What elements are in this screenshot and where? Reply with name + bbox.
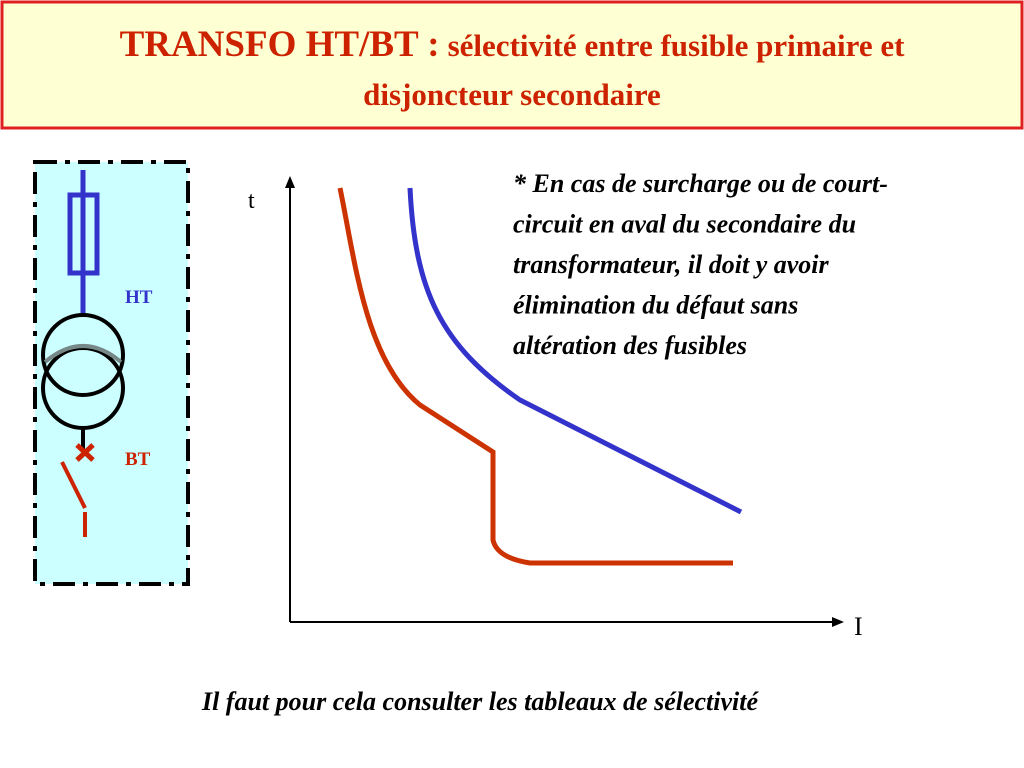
note-line: élimination du défaut sans xyxy=(513,291,798,320)
winding-arc xyxy=(43,344,123,364)
note-line: altération des fusibles xyxy=(513,331,747,360)
title-sub: sélectivité entre fusible primaire et xyxy=(448,28,905,63)
bt-label: BT xyxy=(125,449,151,470)
footer: Il faut pour cela consulter les tableaux… xyxy=(201,687,760,716)
note: * En cas de surcharge ou de court-circui… xyxy=(513,169,888,360)
y-axis-label: t xyxy=(248,188,255,214)
title: TRANSFO HT/BT : sélectivité entre fusible… xyxy=(120,24,906,65)
x-arrow xyxy=(832,617,844,627)
breaker-curve xyxy=(337,187,733,566)
diagram-box xyxy=(33,160,190,586)
note-line: * En cas de surcharge ou de court- xyxy=(513,169,888,198)
fuse xyxy=(67,192,100,276)
note-line: transformateur, il doit y avoir xyxy=(513,250,830,279)
y-arrow xyxy=(285,176,295,188)
breaker-switch xyxy=(60,461,87,509)
x-axis-label: I xyxy=(854,612,863,641)
winding-primary xyxy=(41,313,125,397)
fuse-curve xyxy=(407,187,743,515)
note-line: circuit en aval du secondaire du xyxy=(513,210,856,239)
title-sub: disjoncteur secondaire xyxy=(363,77,661,112)
title-box xyxy=(0,0,1024,130)
ht-label: HT xyxy=(125,287,153,308)
title-main: TRANSFO HT/BT : xyxy=(120,24,440,65)
breaker-cross xyxy=(75,443,95,462)
